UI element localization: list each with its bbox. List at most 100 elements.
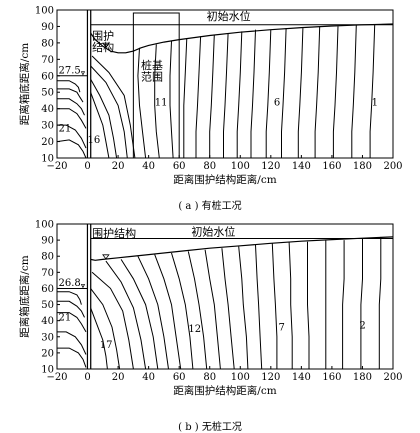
x-tick-label: 0 [84, 161, 90, 172]
contour-label: 2 [359, 321, 365, 332]
contour-line [223, 32, 229, 158]
x-tick-label: 40 [142, 372, 155, 383]
chart-a-svg: −20 0 20 40 60 80 100 120 140 160 180 2001020304050… [18, 6, 403, 187]
retaining-structure-label: 围护结构 [92, 226, 136, 240]
contour-line [288, 241, 293, 369]
x-tick-label: 0 [84, 372, 90, 383]
contour-line [250, 29, 256, 158]
inside-water-marker [80, 284, 86, 289]
contour-line [57, 291, 82, 305]
pile-zone-label: 桩基 [141, 58, 163, 72]
x-tick-label: 80 [203, 372, 216, 383]
contour-line [154, 254, 182, 370]
contour-line [281, 28, 287, 158]
contour-line [57, 312, 87, 333]
y-tick-label: 70 [41, 268, 54, 279]
contour-label: 7 [278, 322, 284, 333]
y-tick-label: 20 [41, 348, 54, 359]
x-tick-label: 200 [383, 161, 402, 172]
pile-zone-box [132, 12, 180, 159]
x-tick-label: 180 [353, 161, 372, 172]
chart-b-svg: −20 0 20 40 60 80 100 120 140 160 180 200 10 20 30 40 50… [18, 220, 403, 398]
y-tick-label: 60 [41, 284, 54, 295]
contour-line [169, 41, 174, 159]
pile-zone-label: 范围 [141, 70, 163, 84]
contour-line [90, 307, 108, 370]
y-tick-label: 80 [41, 252, 54, 263]
x-axis-title: 距离围护结构距离/cm [173, 384, 276, 397]
inside-level-value: 26.8 [59, 278, 81, 289]
retaining-structure-label: 结构 [92, 40, 114, 54]
contour-line [57, 124, 87, 149]
contour-line [378, 236, 382, 369]
inside-level-value: 27.5 [59, 65, 81, 76]
water-level-marker [102, 254, 110, 260]
x-tick-label: 160 [322, 161, 341, 172]
y-tick-label: 60 [41, 71, 54, 82]
plot-frame [56, 9, 394, 159]
y-tick-label: 90 [41, 22, 54, 33]
contour-line [187, 251, 208, 370]
contour-line [332, 26, 339, 158]
y-axis-title: 距离箱底距离/cm [18, 43, 31, 125]
plot-frame [56, 223, 394, 370]
y-tick-label: 80 [41, 38, 54, 49]
contour-line [57, 88, 84, 103]
x-tick-label: −20 [46, 372, 67, 383]
y-tick-label: 10 [41, 365, 54, 376]
contour-line [342, 240, 345, 369]
contour-line [236, 31, 243, 158]
x-tick-label: 180 [353, 372, 372, 383]
inside-water-marker [80, 71, 86, 76]
chart-b-caption: ( b ) 无桩工况 [178, 422, 242, 433]
y-tick-label: 40 [41, 316, 54, 327]
contour-line [307, 241, 310, 369]
water-level-marker [102, 42, 110, 48]
x-tick-label: 80 [203, 161, 216, 172]
contour-line [195, 36, 202, 158]
contour-line [90, 65, 128, 159]
contour-line [91, 271, 134, 370]
contour-label: 11 [155, 97, 168, 108]
contour-line [314, 26, 321, 158]
contour-line [360, 238, 363, 369]
initial-water-level-label: 初始水位 [191, 224, 235, 238]
y-tick-label: 40 [41, 104, 54, 115]
chart-a-caption: ( a ) 有桩工况 [178, 201, 242, 212]
y-tick-label: 30 [41, 332, 54, 343]
y-axis-title: 距离箱底距离/cm [18, 255, 31, 337]
contour-line [221, 248, 235, 370]
contour-line [154, 44, 160, 159]
contour-line [255, 244, 263, 370]
chart-panel-with-piles: −20 0 20 40 60 80 100 120 140 160 180 200 10 20 30 40 50… [0, 0, 420, 213]
contour-line [91, 55, 136, 159]
x-axis-title: 距离围护结构距离/cm [173, 173, 276, 186]
y-tick-label: 50 [41, 300, 54, 311]
contour-line [369, 24, 376, 158]
retaining-wall [87, 223, 92, 370]
contour-line [57, 347, 87, 368]
x-tick-label: 160 [322, 372, 341, 383]
phreatic-line [90, 23, 394, 54]
x-tick-label: −20 [46, 161, 67, 172]
contour-line [265, 29, 272, 158]
contour-line [90, 288, 121, 370]
x-tick-label: 200 [383, 372, 402, 383]
contour-label: 21 [59, 124, 72, 135]
contour-line [238, 246, 249, 370]
x-tick-label: 100 [231, 372, 250, 383]
contour-line [297, 28, 304, 158]
x-tick-label: 100 [231, 161, 250, 172]
contour-label: 16 [88, 135, 101, 146]
contour-label: 21 [59, 313, 72, 324]
contour-line [57, 80, 81, 93]
contour-line [90, 78, 118, 159]
x-tick-label: 40 [142, 161, 155, 172]
contour-label: 12 [188, 324, 201, 335]
contour-label: 17 [100, 340, 113, 351]
contour-line [120, 259, 159, 370]
phreatic-line [90, 236, 394, 261]
contour-line [90, 92, 110, 159]
y-tick-label: 100 [35, 220, 54, 231]
contour-line [271, 243, 278, 369]
